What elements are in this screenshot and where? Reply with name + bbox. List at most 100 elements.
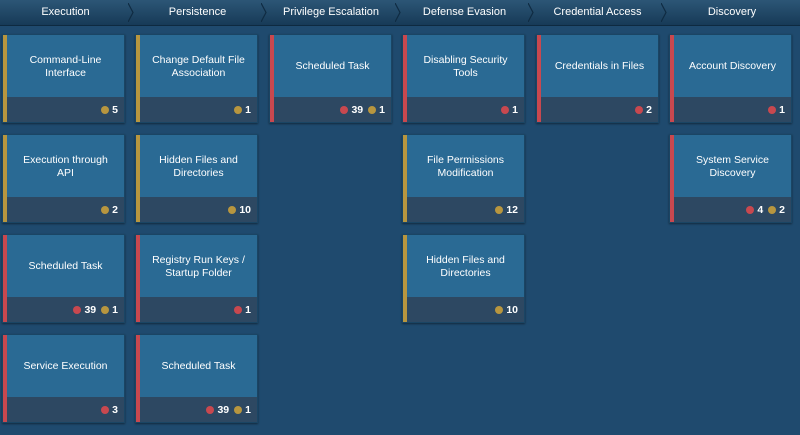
technique-card[interactable]: Scheduled Task 39 1 <box>269 34 392 123</box>
severity-bar <box>670 35 674 122</box>
card-footer: 39 1 <box>274 97 391 122</box>
gold-dot-icon <box>495 205 504 214</box>
severity-bar <box>136 335 140 422</box>
severity-bar <box>403 135 407 222</box>
technique-card[interactable]: Account Discovery 1 <box>669 34 792 123</box>
gold-dot-icon <box>101 305 110 314</box>
alert-count: 1 <box>512 103 518 116</box>
technique-card[interactable]: Credentials in Files 2 <box>536 34 659 123</box>
alert-count: 2 <box>112 203 118 216</box>
technique-card[interactable]: Scheduled Task 39 1 <box>2 234 125 323</box>
warning-alert-count: 5 <box>101 104 118 116</box>
warning-alert-count: 12 <box>495 204 518 216</box>
technique-card[interactable]: Registry Run Keys / Startup Folder 1 <box>135 234 258 323</box>
technique-card[interactable]: System Service Discovery 4 2 <box>669 134 792 223</box>
gold-dot-icon <box>228 205 237 214</box>
severity-bar <box>403 235 407 322</box>
technique-title: Scheduled Task <box>28 260 103 272</box>
card-footer: 1 <box>140 297 257 322</box>
tab-separator-chevron-icon <box>661 3 667 22</box>
warning-alert-count: 1 <box>234 404 251 416</box>
gold-dot-icon <box>368 105 377 114</box>
technique-card[interactable]: Change Default File Association 1 <box>135 34 258 123</box>
technique-title: Credentials in Files <box>554 60 645 72</box>
severity-bar <box>136 135 140 222</box>
severity-bar <box>136 35 140 122</box>
warning-alert-count: 2 <box>768 204 785 216</box>
technique-title: Disabling Security Tools <box>423 53 508 79</box>
technique-title: File Permissions Modification <box>426 153 505 179</box>
critical-alert-count: 39 <box>73 304 96 316</box>
card-footer: 12 <box>407 197 524 222</box>
alert-count: 2 <box>646 103 652 116</box>
severity-bar <box>403 35 407 122</box>
warning-alert-count: 1 <box>101 304 118 316</box>
technique-card[interactable]: Disabling Security Tools 1 <box>402 34 525 123</box>
technique-title: Change Default File Association <box>152 53 245 79</box>
technique-title: Execution through API <box>23 153 108 179</box>
red-dot-icon <box>101 405 110 414</box>
red-dot-icon <box>206 405 215 414</box>
technique-card[interactable]: Execution through API 2 <box>2 134 125 223</box>
tab-execution[interactable]: Execution <box>41 6 90 18</box>
technique-title: Hidden Files and Directories <box>159 153 238 179</box>
card-footer: 1 <box>407 97 524 122</box>
red-dot-icon <box>635 105 644 114</box>
severity-bar <box>3 235 7 322</box>
technique-card[interactable]: Command-Line Interface 5 <box>2 34 125 123</box>
card-footer: 3 <box>7 397 124 422</box>
critical-alert-count: 39 <box>340 104 363 116</box>
tab-defense-evasion[interactable]: Defense Evasion <box>422 6 507 18</box>
technique-card[interactable]: File Permissions Modification 12 <box>402 134 525 223</box>
severity-bar <box>537 35 541 122</box>
severity-bar <box>3 35 7 122</box>
red-dot-icon <box>234 305 243 314</box>
card-footer: 2 <box>541 97 658 122</box>
tab-separator-chevron-icon <box>261 3 267 22</box>
severity-bar <box>3 335 7 422</box>
technique-title: Command-Line Interface <box>29 53 102 79</box>
warning-alert-count: 1 <box>368 104 385 116</box>
alert-count: 4 <box>757 203 764 216</box>
severity-bar <box>670 135 674 222</box>
tab-discovery[interactable]: Discovery <box>707 6 757 18</box>
card-footer: 1 <box>674 97 791 122</box>
technique-card[interactable]: Hidden Files and Directories 10 <box>402 234 525 323</box>
critical-alert-count: 3 <box>101 404 118 416</box>
alert-count: 1 <box>245 403 251 416</box>
tab-separator-chevron-icon <box>395 3 401 22</box>
technique-title: Account Discovery <box>689 60 776 72</box>
tab-credential-access[interactable]: Credential Access <box>553 6 642 18</box>
technique-card[interactable]: Service Execution 3 <box>2 334 125 423</box>
card-footer: 39 1 <box>7 297 124 322</box>
critical-alert-count: 1 <box>501 104 518 116</box>
technique-title: Scheduled Task <box>161 360 236 372</box>
technique-card[interactable]: Hidden Files and Directories 10 <box>135 134 258 223</box>
tab-separator-chevron-icon <box>528 3 534 22</box>
critical-alert-count: 1 <box>768 104 785 116</box>
gold-dot-icon <box>495 305 504 314</box>
gold-dot-icon <box>768 205 777 214</box>
alert-count: 5 <box>112 103 118 116</box>
card-footer: 10 <box>140 197 257 222</box>
alert-count: 10 <box>239 203 251 216</box>
tab-persistence[interactable]: Persistence <box>168 6 227 18</box>
card-footer: 5 <box>7 97 124 122</box>
severity-bar <box>3 135 7 222</box>
technique-title: Registry Run Keys / Startup Folder <box>152 253 245 279</box>
technique-card[interactable]: Scheduled Task 39 1 <box>135 334 258 423</box>
severity-bar <box>270 35 274 122</box>
gold-dot-icon <box>101 205 110 214</box>
technique-title: Scheduled Task <box>295 60 370 72</box>
alert-count: 39 <box>217 403 230 416</box>
critical-alert-count: 2 <box>635 104 652 116</box>
tab-privilege-escalation[interactable]: Privilege Escalation <box>283 6 379 18</box>
critical-alert-count: 39 <box>206 404 229 416</box>
alert-count: 2 <box>779 203 785 216</box>
severity-bar <box>136 235 140 322</box>
gold-dot-icon <box>234 405 243 414</box>
alert-count: 1 <box>379 103 385 116</box>
alert-count: 1 <box>245 103 251 116</box>
technique-title: Service Execution <box>23 360 108 372</box>
